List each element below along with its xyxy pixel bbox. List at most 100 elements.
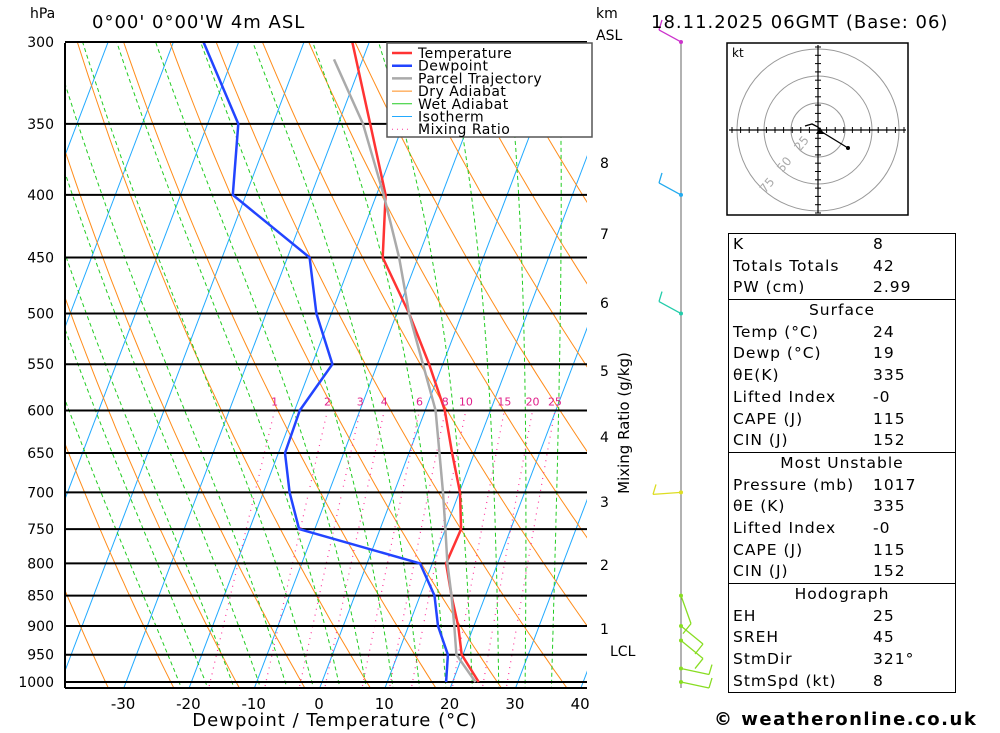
stat-value: 25: [873, 606, 895, 625]
parcel-trajectory-line: [332, 58, 477, 683]
stat-label: Pressure (mb): [733, 475, 855, 494]
pressure-tick-label: 350: [27, 117, 54, 133]
stat-value: 335: [873, 497, 906, 516]
isotherm-line: [123, 43, 370, 688]
wind-barb-point: [679, 623, 683, 628]
dry-adiabat-line: [215, 43, 568, 688]
stat-row: Pressure (mb) 1017: [729, 475, 955, 497]
pressure-tick-label: 450: [27, 251, 54, 267]
pressure-tick-label: 700: [27, 485, 54, 501]
pressure-tick-label: 800: [27, 556, 54, 572]
stat-row: StmSpd (kt) 8: [729, 671, 955, 693]
pressure-tick-label: 500: [27, 307, 54, 323]
stat-row-pw: PW (cm) 2.99: [729, 277, 955, 299]
wind-barb-staff: [658, 182, 682, 196]
wet-adiabat-line: [550, 43, 562, 688]
stat-value: 8: [873, 671, 884, 690]
pressure-tick-label: 1000: [18, 675, 54, 691]
stat-label: PW (cm): [733, 278, 806, 297]
stat-label: K: [733, 235, 745, 253]
hodograph-point: [846, 146, 850, 150]
stat-row: Lifted Index -0: [729, 387, 955, 409]
wind-barb-staff: [680, 681, 710, 689]
wet-adiabat-line: [65, 398, 183, 688]
wind-barb-flag: [682, 623, 692, 635]
x-tick-label: 10: [375, 695, 394, 713]
stat-value: 45: [873, 628, 895, 647]
pressure-tick-label: 300: [27, 35, 54, 51]
pressure-tick-label: 950: [27, 648, 54, 664]
stat-row: Dewp (°C) 19: [729, 343, 955, 365]
stat-value: -0: [873, 518, 891, 537]
wind-barb-point: [679, 593, 683, 598]
isotherm-line: [65, 43, 174, 329]
stat-row: CAPE (J) 115: [729, 409, 955, 431]
wet-adiabat-line: [200, 43, 394, 688]
wet-adiabat-line: [312, 43, 447, 688]
storm-motion-marker: [816, 127, 824, 134]
dry-adiabat-line: [65, 442, 175, 688]
wind-barb-point: [679, 680, 683, 684]
legend-label: Temperature: [417, 46, 512, 62]
mixing-ratio-line: [361, 410, 420, 688]
height-km-label: 8: [600, 156, 609, 172]
stat-label: StmSpd (kt): [733, 671, 837, 690]
pressure-tick-label: 650: [27, 446, 54, 462]
wind-barb-point: [679, 311, 683, 316]
section-title: Most Unstable: [780, 453, 904, 472]
wet-adiabat-line: [65, 81, 288, 688]
legend-label: Wet Adiabat: [418, 97, 509, 113]
pressure-unit-label: hPa: [30, 6, 55, 22]
wet-adiabat-line: [116, 43, 341, 688]
height-km-label: 2: [600, 558, 609, 574]
wind-barb: [658, 19, 683, 44]
pressure-tick-label: 900: [27, 619, 54, 635]
stat-label: Temp (°C): [733, 322, 819, 341]
mixing-ratio-label: 6: [416, 395, 423, 408]
mixing-ratio-label: 4: [381, 395, 388, 408]
pressure-tick-label: 750: [27, 522, 54, 538]
wind-barb-staff: [680, 667, 710, 676]
stat-row: Lifted Index -0: [729, 518, 955, 540]
stat-label: EH: [733, 606, 757, 625]
km-asl-label: ASL: [596, 28, 622, 44]
stat-value: 115: [873, 409, 906, 428]
hodograph-frame: [726, 42, 909, 216]
stat-value: 115: [873, 540, 906, 559]
wet-adiabat-line: [444, 43, 500, 688]
stat-row-totals: Totals Totals 42: [729, 256, 955, 278]
dry-adiabat-line: [123, 43, 437, 688]
mixing-ratio-line: [451, 410, 505, 688]
mixing-ratio-label: 15: [497, 395, 511, 408]
dry-adiabat-line: [77, 43, 371, 688]
height-km-label: 4: [600, 430, 609, 446]
stat-label: CAPE (J): [733, 409, 804, 428]
wind-barb-staff: [680, 625, 704, 645]
mixing-ratio-label: 1: [271, 395, 278, 408]
dry-adiabat-line: [354, 43, 587, 453]
stat-row: StmDir 321°: [729, 649, 955, 671]
stat-value: 8: [873, 235, 884, 253]
legend-label: Mixing Ratio: [418, 122, 510, 138]
stat-label: Dewp (°C): [733, 344, 822, 363]
surface-section: Surface Temp (°C) 24 Dewp (°C) 19 θE(K) 335…: [729, 299, 955, 452]
wet-adiabat-line: [82, 43, 315, 688]
legend-label: Parcel Trajectory: [418, 71, 542, 87]
wet-adiabat-line: [155, 43, 368, 688]
stat-value: 321°: [873, 650, 915, 669]
most-unstable-section: Most Unstable Pressure (mb) 1017 θE (K) 33…: [729, 451, 955, 583]
hodograph-ring-label: 50: [774, 154, 795, 175]
stat-value: 152: [873, 562, 906, 581]
stat-value: 152: [873, 431, 906, 450]
wind-barb-flag: [658, 291, 663, 302]
stat-row: θE (K) 335: [729, 496, 955, 518]
stat-value: 24: [873, 322, 895, 341]
dry-adiabat-line: [169, 43, 502, 688]
lcl-label: LCL: [610, 644, 636, 660]
dry-adiabat-line: [65, 149, 306, 688]
wind-barb-point: [679, 666, 683, 671]
legend-label: Dry Adiabat: [418, 84, 506, 100]
stat-row: θE(K) 335: [729, 365, 955, 387]
